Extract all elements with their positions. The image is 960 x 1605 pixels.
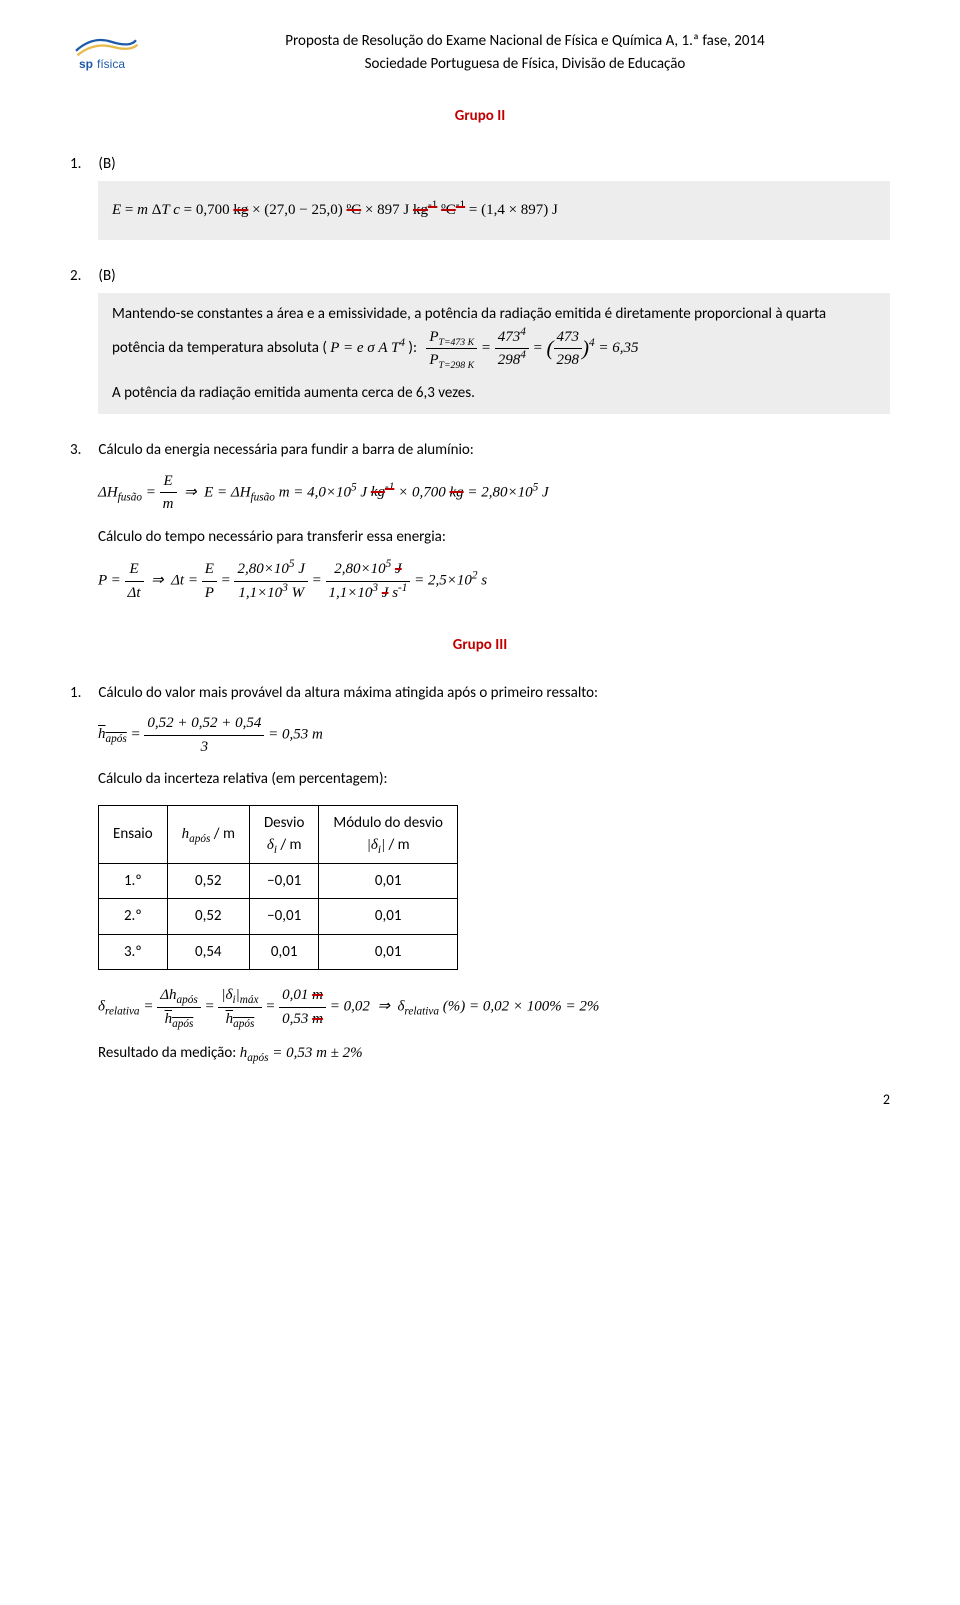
cell: 0,52 bbox=[167, 863, 249, 899]
document-header: sp física Proposta de Resolução do Exame… bbox=[70, 30, 890, 75]
g2-item-2: 2. (B) Mantendo-se constantes a área e a… bbox=[70, 265, 890, 415]
cell: 0,01 bbox=[319, 863, 458, 899]
header-line-2: Sociedade Portuguesa de Física, Divisão … bbox=[160, 53, 890, 76]
g3-item-1: 1. Cálculo do valor mais provável da alt… bbox=[70, 682, 890, 1065]
eq-fusion: ΔHfusão = Em ⇒ E = ΔHfusão m = 4,0×105 J… bbox=[98, 470, 890, 516]
rel-error-eq: δrelativa = Δhapós hapós = |δi|máx hapós… bbox=[98, 984, 890, 1030]
g2-item-3: 3. Cálculo da energia necessária para fu… bbox=[70, 439, 890, 604]
page-number: 2 bbox=[883, 1089, 890, 1110]
conclusion-2: A potência da radiação emitida aumenta c… bbox=[112, 382, 876, 405]
cell: −0,01 bbox=[249, 863, 318, 899]
cell: −0,01 bbox=[249, 899, 318, 935]
g3-item1-intro: Cálculo do valor mais provável da altura… bbox=[98, 684, 598, 702]
result-label: Resultado da medição: bbox=[98, 1044, 236, 1062]
formula-1: E = m ΔT c = 0,700 kg × (27,0 − 25,0) ºC… bbox=[112, 199, 876, 222]
cell: 0,01 bbox=[249, 934, 318, 970]
table-row: 1.º 0,52 −0,01 0,01 bbox=[99, 863, 458, 899]
item3-intro2: Cálculo do tempo necessário para transfe… bbox=[98, 526, 890, 549]
cell: 0,01 bbox=[319, 899, 458, 935]
cell: 0,01 bbox=[319, 934, 458, 970]
logo-icon: sp física bbox=[70, 33, 145, 73]
cell: 0,52 bbox=[167, 899, 249, 935]
col-modulo: Módulo do desvio|δi| / m bbox=[319, 805, 458, 863]
mean-result: = 0,53 m bbox=[268, 726, 323, 742]
cell: 0,54 bbox=[167, 934, 249, 970]
data-table: Ensaio hapós / m Desvioδi / m Módulo do … bbox=[98, 805, 458, 971]
item-number: 1. bbox=[70, 153, 95, 176]
header-line-1: Proposta de Resolução do Exame Nacional … bbox=[160, 30, 890, 53]
logo-text: sp bbox=[79, 57, 93, 71]
mean-eq: hapós = 0,52 + 0,52 + 0,54 3 = 0,53 m bbox=[98, 712, 890, 758]
col-ensaio: Ensaio bbox=[99, 805, 168, 863]
mean-denom: 3 bbox=[144, 736, 264, 759]
svg-text:física: física bbox=[97, 57, 125, 71]
item-letter: (B) bbox=[98, 267, 115, 285]
page: sp física Proposta de Resolução do Exame… bbox=[0, 0, 960, 1120]
ratio-formula: PT=473 K PT=298 K = 4734 2984 = ( 473 29… bbox=[426, 340, 638, 356]
ratio-result: = 6,35 bbox=[598, 340, 638, 356]
col-h: hapós / m bbox=[167, 805, 249, 863]
table-row: 2.º 0,52 −0,01 0,01 bbox=[99, 899, 458, 935]
g2-item-1: 1. (B) E = m ΔT c = 0,700 kg × (27,0 − 2… bbox=[70, 153, 890, 240]
mean-numer: 0,52 + 0,52 + 0,54 bbox=[144, 712, 264, 736]
table-header-row: Ensaio hapós / m Desvioδi / m Módulo do … bbox=[99, 805, 458, 863]
item-number: 2. bbox=[70, 265, 95, 288]
result-line: Resultado da medição: hapós = 0,53 m ± 2… bbox=[98, 1042, 890, 1065]
item-letter: (B) bbox=[98, 155, 115, 173]
group-3-title: Grupo III bbox=[70, 634, 890, 657]
item-number: 1. bbox=[70, 682, 95, 705]
header-text-block: Proposta de Resolução do Exame Nacional … bbox=[160, 30, 890, 75]
shaded-box-2: Mantendo-se constantes a área e a emissi… bbox=[98, 293, 890, 414]
group-2-title: Grupo II bbox=[70, 105, 890, 128]
g3-item1-content: hapós = 0,52 + 0,52 + 0,54 3 = 0,53 m Cá… bbox=[98, 712, 890, 1065]
g3-intro2: Cálculo da incerteza relativa (em percen… bbox=[98, 768, 890, 791]
cell: 3.º bbox=[99, 934, 168, 970]
cell: 1.º bbox=[99, 863, 168, 899]
shaded-box-1: E = m ΔT c = 0,700 kg × (27,0 − 25,0) ºC… bbox=[98, 181, 890, 240]
eq-time: P = EΔt ⇒ Δt = EP = 2,80×105 J1,1×103 W … bbox=[98, 558, 890, 604]
col-desvio: Desvioδi / m bbox=[249, 805, 318, 863]
item-number: 3. bbox=[70, 439, 95, 462]
item3-content: ΔHfusão = Em ⇒ E = ΔHfusão m = 4,0×105 J… bbox=[98, 470, 890, 605]
item3-intro: Cálculo da energia necessária para fundi… bbox=[98, 441, 473, 459]
cell: 2.º bbox=[99, 899, 168, 935]
table-row: 3.º 0,54 0,01 0,01 bbox=[99, 934, 458, 970]
